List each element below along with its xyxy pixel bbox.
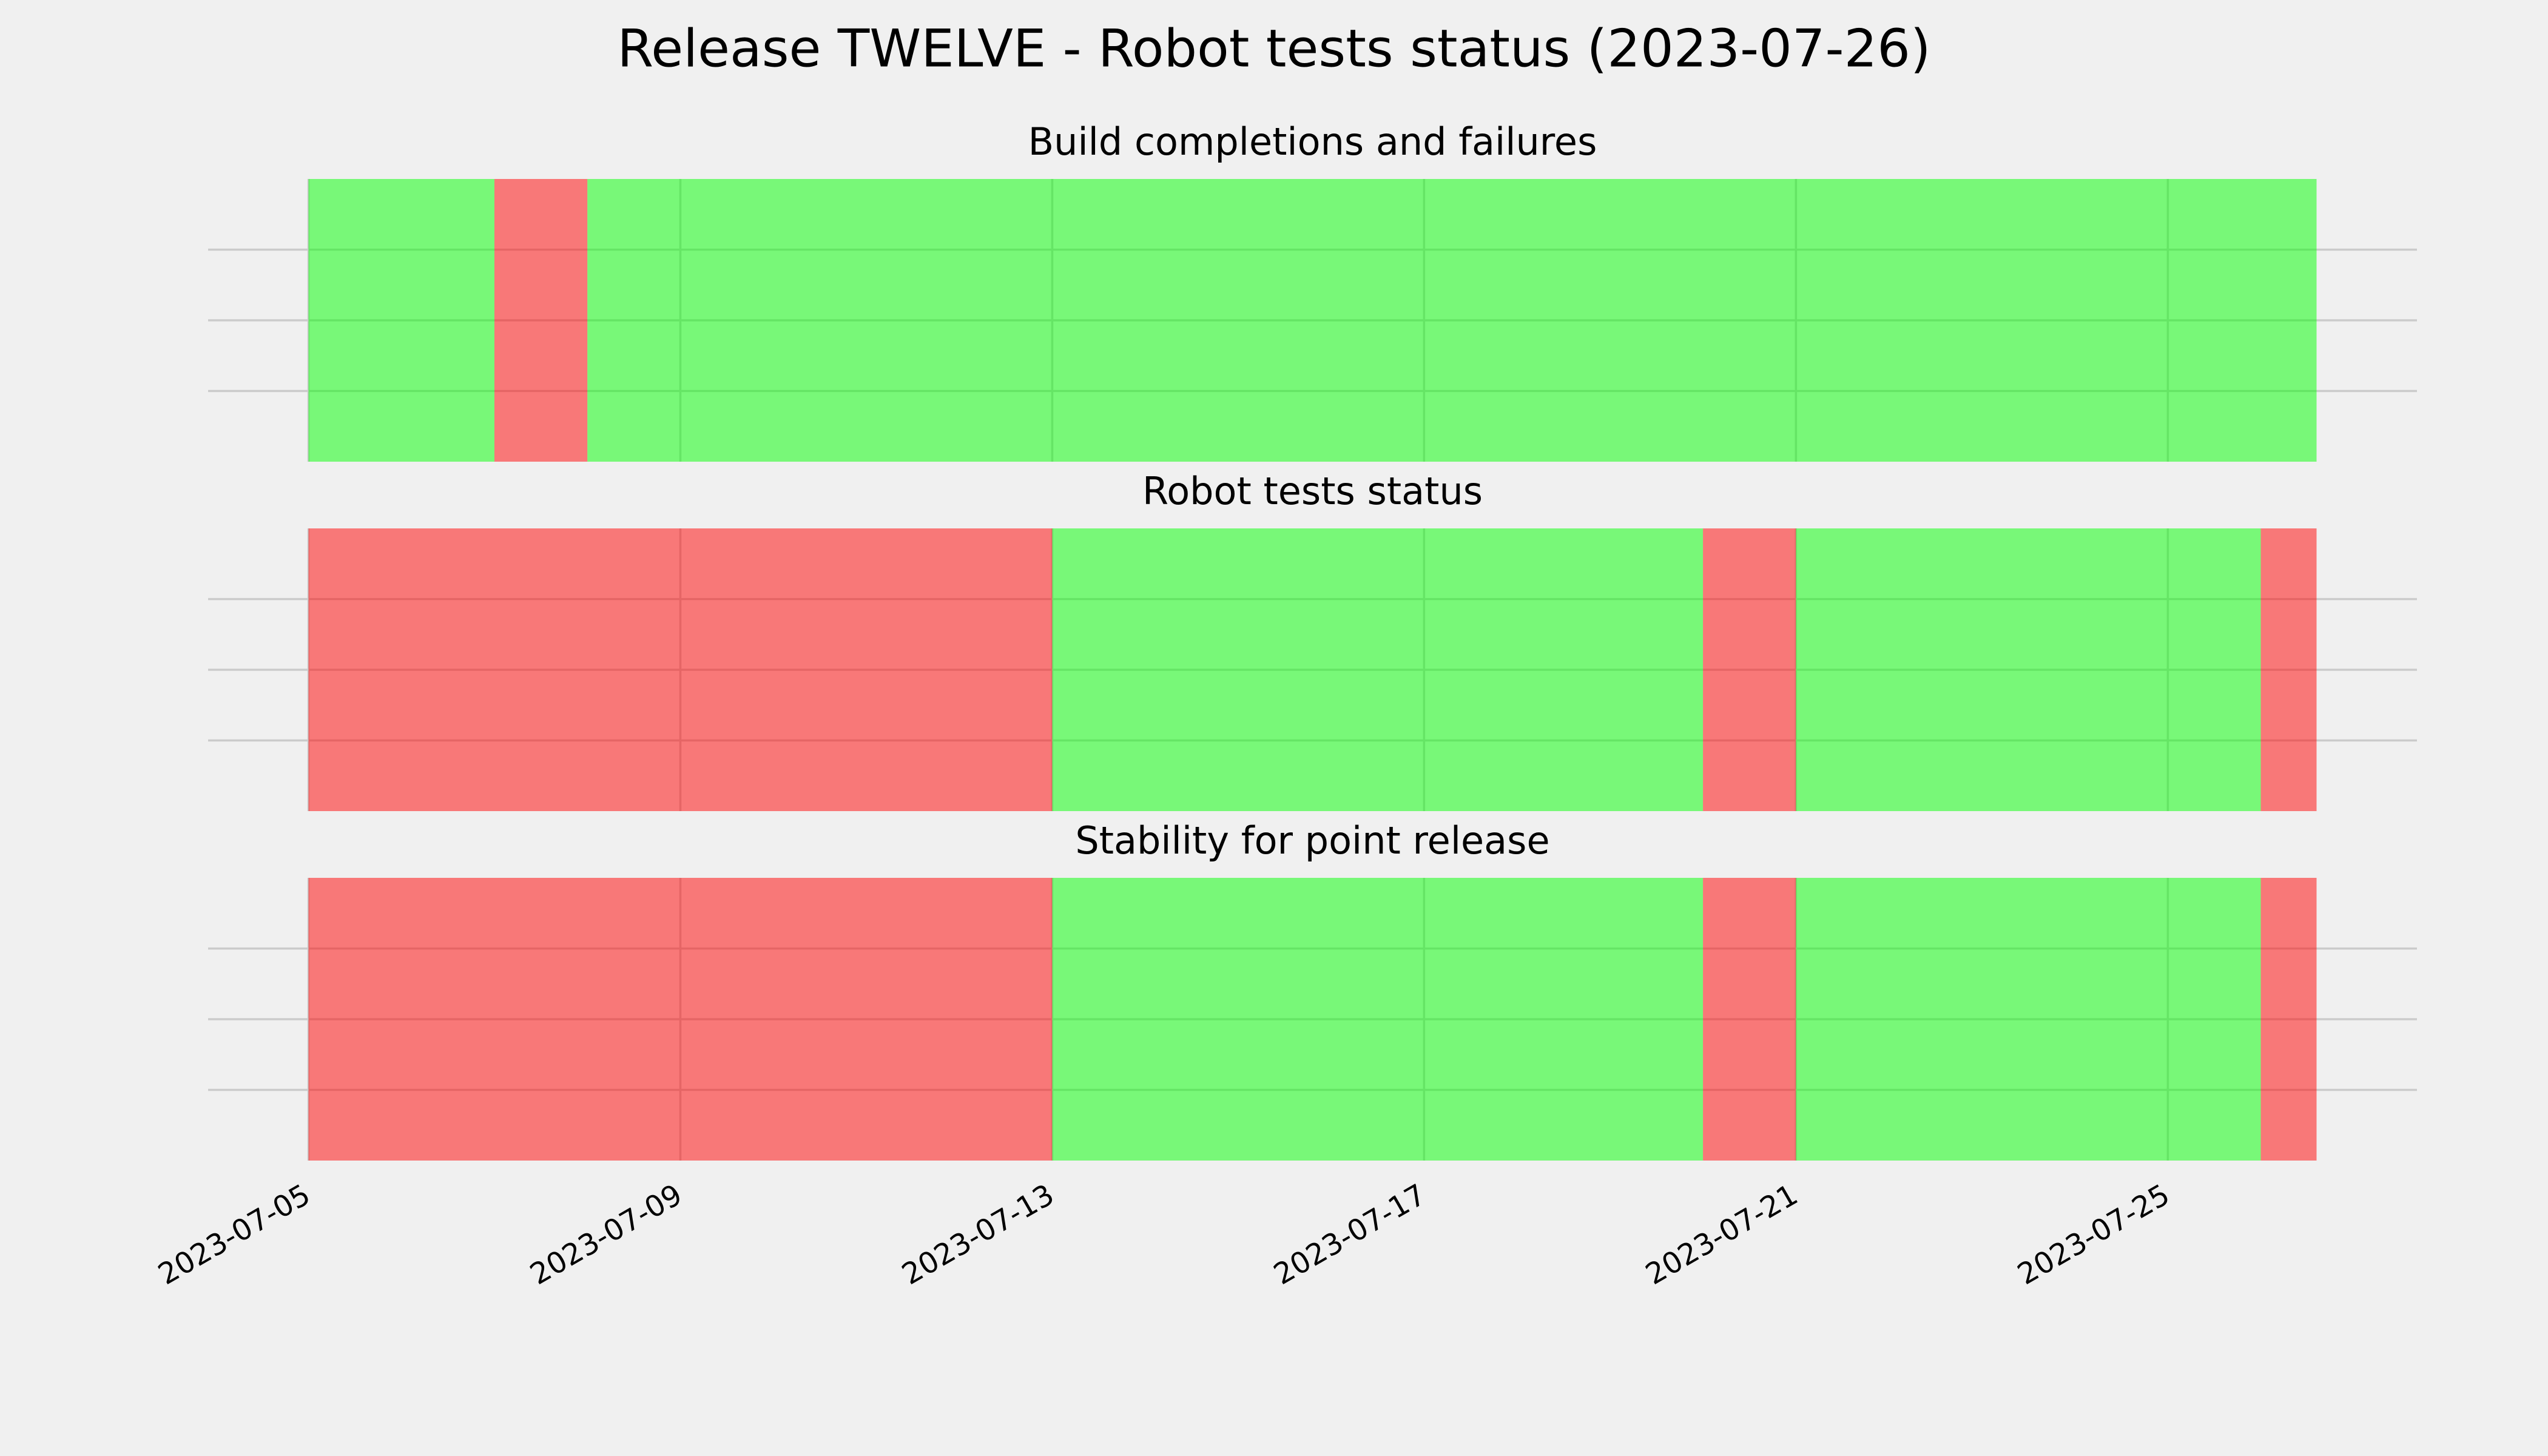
panel-title: Build completions and failures [1028, 120, 1597, 164]
status-span [308, 179, 494, 462]
panel-title: Stability for point release [1075, 818, 1549, 863]
status-span [1703, 878, 1796, 1161]
status-span [1796, 878, 2261, 1161]
status-span [494, 179, 588, 462]
figure-title: Release TWELVE - Robot tests status (202… [617, 18, 1930, 79]
status-span [2260, 878, 2317, 1161]
panel-title: Robot tests status [1142, 469, 1483, 513]
status-span [1703, 528, 1796, 811]
status-span [308, 878, 1053, 1161]
status-span [1796, 528, 2261, 811]
status-span [2260, 528, 2317, 811]
status-span [587, 179, 2317, 462]
status-span [308, 528, 1053, 811]
status-span [1052, 528, 1704, 811]
status-span [1052, 878, 1704, 1161]
